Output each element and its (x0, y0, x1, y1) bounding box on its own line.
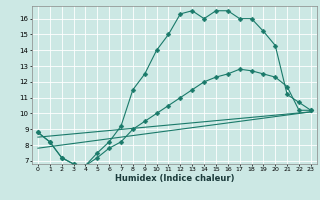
X-axis label: Humidex (Indice chaleur): Humidex (Indice chaleur) (115, 174, 234, 183)
